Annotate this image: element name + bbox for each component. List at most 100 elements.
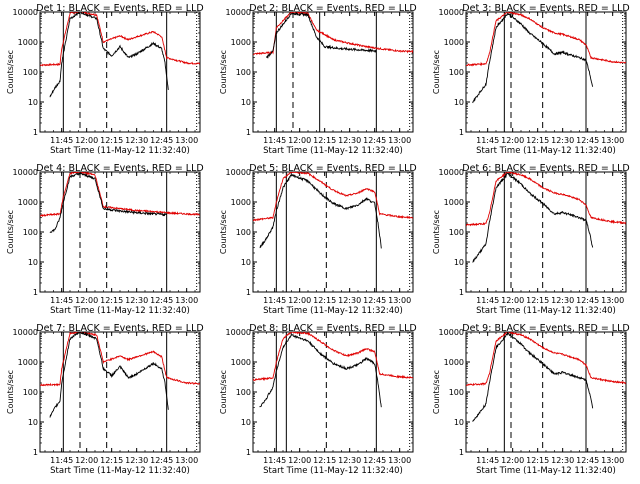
y-tick-label: 1000 [231, 38, 251, 47]
y-tick-label: 1000 [231, 198, 251, 207]
x-axis-label: Start Time (11-May-12 11:32:40) [476, 306, 616, 316]
x-tick-label: 12:00 [288, 136, 311, 145]
lld-series-line [40, 172, 200, 218]
x-tick-label: 12:45 [576, 136, 599, 145]
x-tick-label: 13:00 [601, 136, 624, 145]
plot-frame [465, 171, 627, 293]
y-axis-label: Counts/sec [432, 370, 441, 414]
y-tick-label: 100 [23, 228, 38, 237]
x-axis-label: Start Time (11-May-12 11:32:40) [263, 466, 403, 476]
x-tick-label: 12:45 [363, 296, 386, 305]
panel-title: Det 8: BLACK = Events, RED = LLD [249, 323, 416, 334]
y-tick-label: 1 [33, 128, 38, 137]
x-tick-label: 12:45 [150, 136, 173, 145]
y-axis-label: Counts/sec [432, 210, 441, 254]
lld-series-line [253, 172, 413, 222]
y-tick-label: 1000 [18, 38, 38, 47]
lld-series-line [466, 332, 626, 387]
x-tick-label: 12:15 [313, 456, 336, 465]
y-tick-label: 10 [454, 418, 464, 427]
lld-series-line [253, 332, 413, 382]
panel-det-4: Det 4: BLACK = Events, RED = LLD 1 10 100 10… [6, 163, 204, 316]
x-tick-label: 13:00 [601, 296, 624, 305]
events-series-line [472, 12, 594, 104]
plot-frame [39, 11, 201, 133]
y-tick-label: 100 [449, 68, 464, 77]
panel-title: Det 7: BLACK = Events, RED = LLD [36, 323, 203, 334]
panel-det-1: Det 1: BLACK = Events, RED = LLD 1 10 100 10… [6, 3, 204, 156]
x-tick-label: 12:00 [75, 456, 98, 465]
x-tick-label: 12:15 [526, 456, 549, 465]
plot-frame [465, 11, 627, 133]
x-tick-label: 12:30 [551, 296, 574, 305]
y-axis-label: Counts/sec [6, 50, 15, 94]
x-tick-label: 11:45 [476, 136, 499, 145]
y-axis-label: Counts/sec [219, 370, 228, 414]
y-tick-label: 1 [459, 288, 464, 297]
y-axis-label: Counts/sec [219, 210, 228, 254]
x-tick-label: 11:45 [50, 296, 73, 305]
x-tick-label: 13:00 [388, 296, 411, 305]
y-tick-label: 10000 [13, 8, 38, 17]
y-tick-label: 1 [459, 128, 464, 137]
x-tick-label: 12:15 [526, 136, 549, 145]
lld-series-line [466, 172, 626, 227]
plot-frame [252, 11, 414, 133]
x-axis-label: Start Time (11-May-12 11:32:40) [263, 306, 403, 316]
y-tick-label: 10 [454, 258, 464, 267]
y-tick-label: 1 [246, 128, 251, 137]
x-tick-label: 11:45 [263, 296, 286, 305]
y-tick-label: 1 [459, 448, 464, 457]
y-tick-label: 10 [241, 418, 251, 427]
y-axis-label: Counts/sec [219, 50, 228, 94]
y-tick-label: 10000 [226, 8, 251, 17]
events-series-line [265, 12, 377, 59]
x-tick-label: 13:00 [175, 296, 198, 305]
panel-det-9: Det 9: BLACK = Events, RED = LLD 1 10 100 10… [432, 323, 630, 476]
x-tick-label: 12:00 [501, 456, 524, 465]
x-tick-label: 13:00 [388, 136, 411, 145]
panel-det-6: Det 6: BLACK = Events, RED = LLD 1 10 100 10… [432, 163, 630, 316]
plot-frame [39, 171, 201, 293]
x-tick-label: 13:00 [388, 456, 411, 465]
panel-title: Det 5: BLACK = Events, RED = LLD [249, 163, 416, 174]
x-tick-label: 12:00 [75, 296, 98, 305]
y-tick-label: 100 [23, 388, 38, 397]
events-series-line [49, 332, 169, 418]
x-tick-label: 13:00 [175, 456, 198, 465]
x-axis-label: Start Time (11-May-12 11:32:40) [50, 466, 190, 476]
x-tick-label: 12:45 [576, 296, 599, 305]
lld-series-line [40, 12, 200, 67]
y-tick-label: 10 [28, 418, 38, 427]
x-tick-label: 12:15 [100, 296, 123, 305]
y-tick-label: 1 [33, 288, 38, 297]
lld-series-line [253, 12, 413, 56]
x-tick-label: 11:45 [476, 456, 499, 465]
y-tick-label: 10000 [439, 328, 464, 337]
x-tick-label: 12:45 [576, 456, 599, 465]
x-tick-label: 12:30 [551, 136, 574, 145]
plot-frame [39, 331, 201, 453]
y-tick-label: 1 [246, 288, 251, 297]
y-axis-label: Counts/sec [432, 50, 441, 94]
x-tick-label: 12:45 [363, 456, 386, 465]
x-tick-label: 12:00 [501, 296, 524, 305]
y-tick-label: 10 [241, 258, 251, 267]
y-tick-label: 10 [28, 98, 38, 107]
x-tick-label: 13:00 [175, 136, 198, 145]
x-tick-label: 12:30 [338, 136, 361, 145]
panel-title: Det 1: BLACK = Events, RED = LLD [36, 3, 203, 14]
y-tick-label: 1000 [18, 198, 38, 207]
x-tick-label: 12:30 [125, 456, 148, 465]
panel-det-2: Det 2: BLACK = Events, RED = LLD 1 10 100 10… [219, 3, 417, 156]
y-tick-label: 100 [236, 68, 251, 77]
lld-series-line [40, 332, 200, 387]
x-tick-label: 11:45 [50, 136, 73, 145]
x-tick-label: 13:00 [601, 456, 624, 465]
y-tick-label: 100 [236, 228, 251, 237]
y-axis-label: Counts/sec [6, 370, 15, 414]
panel-title: Det 6: BLACK = Events, RED = LLD [462, 163, 629, 174]
events-series-line [259, 172, 382, 249]
panel-det-5: Det 5: BLACK = Events, RED = LLD 1 10 100 10… [219, 163, 417, 316]
